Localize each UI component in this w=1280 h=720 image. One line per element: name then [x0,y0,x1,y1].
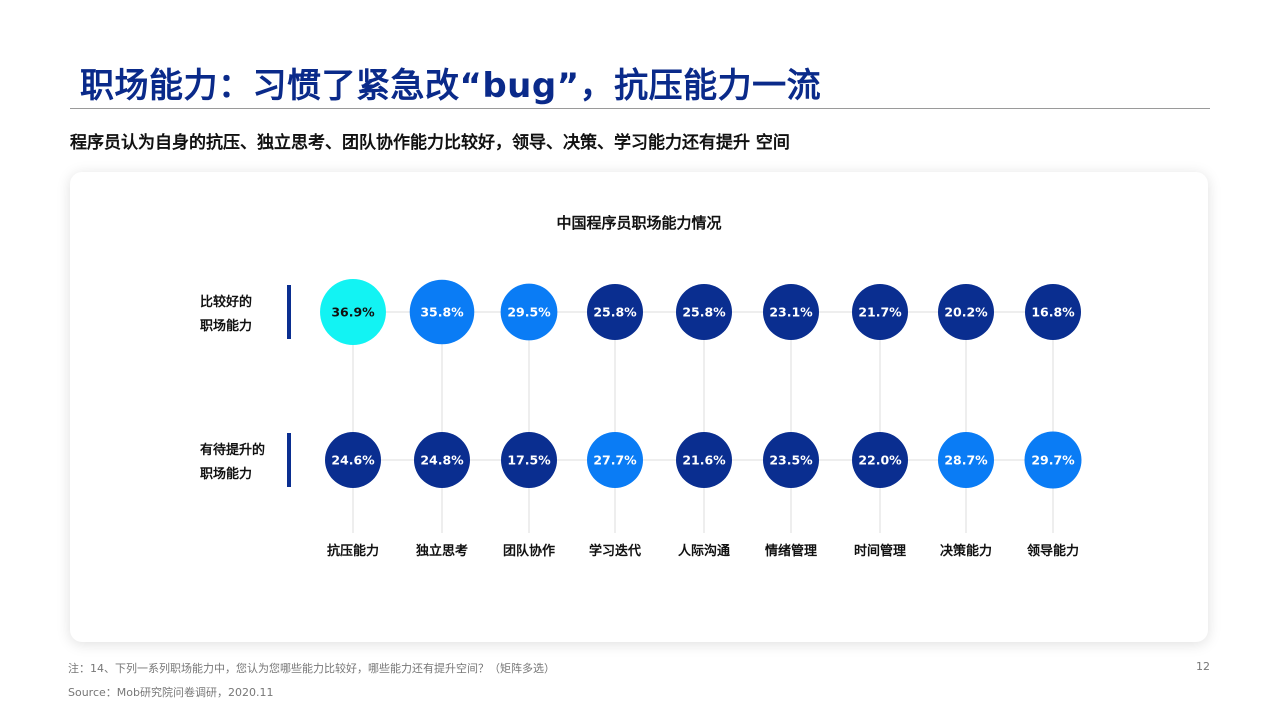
bubble [676,284,732,340]
bubble-value-label: 23.1% [769,305,813,320]
source-note: Source：Mob研究院问卷调研，2020.11 [68,686,274,699]
bubble [325,432,381,488]
chart-title: 中国程序员职场能力情况 [556,214,721,232]
category-label: 领导能力 [1027,543,1079,559]
bubble [1025,284,1081,340]
series-label: 有待提升的 [200,442,265,458]
series-accent-bar [287,433,291,487]
category-label: 抗压能力 [327,543,379,559]
bubble [587,284,643,340]
bubble [500,283,558,341]
series-accent-bar [287,285,291,339]
bubble-value-label: 24.6% [331,453,375,468]
bubble [763,432,819,488]
category-label: 独立思考 [416,543,468,559]
category-label: 团队协作 [503,543,555,559]
bubble-value-label: 27.7% [593,453,637,468]
bubble-value-label: 29.5% [507,305,551,320]
series-label: 比较好的 [200,294,252,310]
category-label: 时间管理 [854,543,906,559]
bubble-value-label: 21.7% [858,305,902,320]
bubble [676,432,732,488]
page-number: 12 [1196,660,1210,673]
bubble [409,279,475,345]
category-label: 情绪管理 [765,543,817,559]
category-label: 决策能力 [940,543,992,559]
page-title: 职场能力：习惯了紧急改“bug”，抗压能力一流 [80,66,822,106]
bubble-value-label: 20.2% [944,305,988,320]
bubble [938,432,994,488]
bubble-value-label: 29.7% [1031,453,1075,468]
bubble-value-label: 24.8% [420,453,464,468]
bubble [938,284,994,340]
chart-card: 中国程序员职场能力情况 比较好的 职场能力 有待提升的 职场能力 36.9% 35.8% 2… [70,172,1208,642]
bubble-value-label: 16.8% [1031,305,1075,320]
bubble-value-label: 22.0% [858,453,902,468]
bubble-value-label: 21.6% [682,453,726,468]
bubble [1024,431,1082,489]
page-subtitle: 程序员认为自身的抗压、独立思考、团队协作能力比较好，领导、决策、学习能力还有提升… [70,133,790,153]
bubble-value-label: 23.5% [769,453,813,468]
bubble-value-label: 25.8% [593,305,637,320]
bubble-value-label: 25.8% [682,305,726,320]
bubble [587,432,643,488]
series-label: 职场能力 [200,318,252,334]
bubble-value-label: 17.5% [507,453,551,468]
bubble [852,432,908,488]
bubble-value-label: 36.9% [331,305,375,320]
series-label: 职场能力 [200,466,252,482]
bubble-value-label: 28.7% [944,453,988,468]
footnote: 注：14、下列一系列职场能力中，您认为您哪些能力比较好，哪些能力还有提升空间？（… [68,662,555,675]
bubble [763,284,819,340]
bubble [501,432,557,488]
bubble [320,279,386,345]
bubble [414,432,470,488]
title-divider [70,108,1210,109]
bubble [852,284,908,340]
category-label: 学习迭代 [589,543,641,559]
bubble-value-label: 35.8% [420,305,464,320]
category-label: 人际沟通 [678,543,730,559]
